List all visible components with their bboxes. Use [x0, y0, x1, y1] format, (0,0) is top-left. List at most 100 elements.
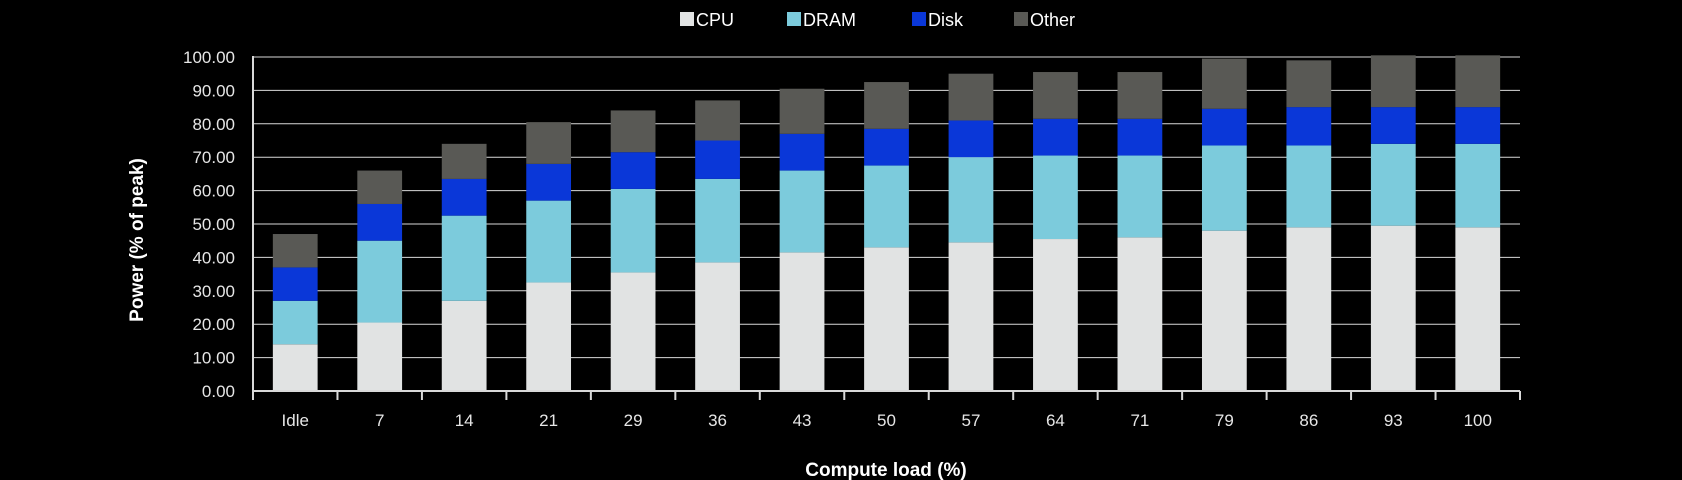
bar-segment-other [1201, 58, 1247, 109]
bar-segment-other [610, 110, 656, 153]
bar-segment-cpu [1117, 237, 1163, 391]
y-tick-label: 50.00 [192, 215, 235, 234]
x-tick-label: 14 [455, 411, 474, 430]
legend-swatch-disk [912, 12, 926, 26]
bar-segment-dram [1370, 143, 1416, 226]
x-tick-label: 57 [962, 411, 981, 430]
bar-segment-cpu [1455, 227, 1501, 391]
bar-segment-dram [779, 170, 825, 253]
bar-segment-cpu [948, 242, 994, 391]
bar-segment-dram [272, 300, 318, 345]
bar-segment-cpu [357, 322, 403, 391]
x-tick-label: 93 [1384, 411, 1403, 430]
bar-segment-other [1117, 72, 1163, 119]
legend-label-dram: DRAM [803, 10, 856, 30]
bar-segment-cpu [1201, 230, 1247, 391]
bar-segment-dram [610, 188, 656, 273]
legend-swatch-other [1014, 12, 1028, 26]
legend-label-other: Other [1030, 10, 1075, 30]
y-tick-labels: 0.00 10.00 20.00 30.00 40.00 50.00 60.00 70.00 8… [183, 48, 235, 401]
y-tick-label: 60.00 [192, 182, 235, 201]
bar-segment-dram [1455, 143, 1501, 228]
y-tick-label: 30.00 [192, 282, 235, 301]
bar-segment-cpu [1033, 239, 1078, 391]
bar-segment-dram [526, 200, 572, 283]
bar-segment-disk [779, 133, 825, 171]
bar-segment-other [1033, 72, 1078, 119]
bar-segment-cpu [272, 344, 318, 391]
bar-segment-other [948, 73, 994, 121]
x-axis-title: Compute load (%) [805, 460, 967, 480]
bar-segment-disk [272, 267, 318, 301]
bar-segment-cpu [1286, 227, 1332, 391]
bar-segment-disk [1033, 118, 1078, 156]
x-tick-label: 7 [375, 411, 384, 430]
bar-segment-disk [526, 163, 572, 201]
bar-segment-other [1286, 60, 1332, 108]
x-tick-label: 21 [539, 411, 558, 430]
bar-segment-disk [1201, 108, 1247, 146]
bar-segment-dram [864, 165, 909, 248]
bar-segment-dram [1117, 155, 1163, 238]
bar-segment-cpu [610, 272, 656, 391]
y-tick-label: 20.00 [192, 315, 235, 334]
bar-segment-dram [948, 157, 994, 243]
y-tick-label: 10.00 [192, 349, 235, 368]
legend: CPU DRAM Disk Other [680, 10, 1075, 30]
bar-segment-disk [948, 120, 994, 158]
y-axis-title: Power (% of peak) [127, 158, 148, 322]
y-tick-label: 40.00 [192, 248, 235, 267]
bar-segment-dram [357, 240, 403, 323]
bar-segment-disk [1117, 118, 1163, 156]
legend-swatch-cpu [680, 12, 694, 26]
bar-segment-disk [1286, 107, 1332, 146]
bar-segment-other [779, 88, 825, 134]
legend-label-disk: Disk [928, 10, 964, 30]
bar-segment-other [864, 82, 909, 129]
bar-segment-other [526, 122, 572, 164]
y-tick-label: 70.00 [192, 148, 235, 167]
bar-segment-dram [1033, 155, 1078, 240]
x-tick-label: 36 [708, 411, 727, 430]
bar-segment-cpu [1370, 225, 1416, 391]
bar-segment-disk [441, 178, 487, 216]
bar-segment-other [357, 170, 403, 204]
bar-segment-other [272, 234, 318, 268]
bar-segment-cpu [441, 300, 487, 391]
bar-segment-disk [695, 140, 740, 179]
x-tick-label: 43 [793, 411, 812, 430]
bar-segment-disk [1370, 107, 1416, 144]
legend-label-cpu: CPU [696, 10, 734, 30]
x-tick-label: 86 [1299, 411, 1318, 430]
bar-segment-other [695, 100, 740, 141]
bars [272, 55, 1501, 391]
bar-segment-disk [610, 152, 656, 189]
x-tick-label: 50 [877, 411, 896, 430]
bar-segment-disk [357, 203, 403, 241]
bar-segment-dram [1201, 145, 1247, 231]
axes [252, 56, 1521, 400]
bar-segment-cpu [779, 252, 825, 391]
y-tick-label: 0.00 [202, 382, 235, 401]
x-tick-label: Idle [282, 411, 309, 430]
bar-segment-dram [1286, 145, 1332, 228]
bar-segment-cpu [864, 247, 909, 391]
bar-segment-cpu [526, 282, 572, 391]
x-tick-label: 64 [1046, 411, 1065, 430]
y-tick-label: 80.00 [192, 115, 235, 134]
x-tick-label: 100 [1464, 411, 1492, 430]
y-tick-label: 90.00 [192, 81, 235, 100]
bar-segment-cpu [695, 262, 740, 391]
y-tick-label: 100.00 [183, 48, 235, 67]
bar-segment-other [1455, 55, 1501, 108]
x-tick-label: 29 [624, 411, 643, 430]
legend-swatch-dram [787, 12, 801, 26]
bar-segment-dram [695, 178, 740, 263]
bar-segment-other [441, 143, 487, 179]
bar-segment-disk [864, 128, 909, 166]
bar-segment-disk [1455, 107, 1501, 144]
bar-segment-dram [441, 215, 487, 301]
bar-segment-other [1370, 55, 1416, 108]
x-tick-label: 79 [1215, 411, 1234, 430]
